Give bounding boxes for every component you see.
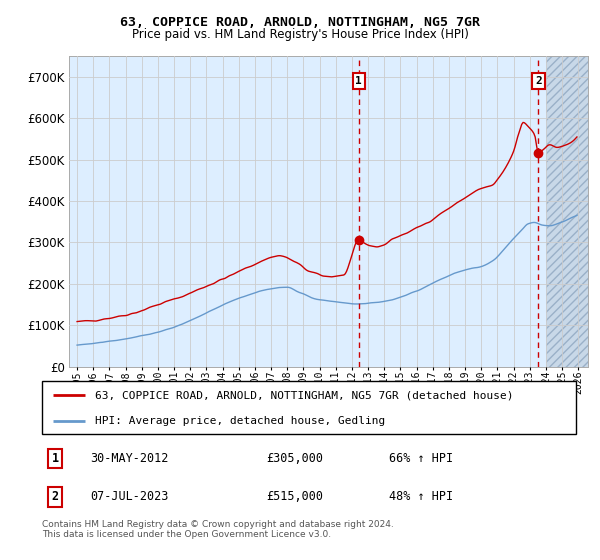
Text: 2: 2 (52, 491, 59, 503)
Text: 66% ↑ HPI: 66% ↑ HPI (389, 452, 453, 465)
Text: £515,000: £515,000 (266, 491, 323, 503)
Text: 63, COPPICE ROAD, ARNOLD, NOTTINGHAM, NG5 7GR: 63, COPPICE ROAD, ARNOLD, NOTTINGHAM, NG… (120, 16, 480, 29)
Text: Contains HM Land Registry data © Crown copyright and database right 2024.
This d: Contains HM Land Registry data © Crown c… (42, 520, 394, 539)
FancyBboxPatch shape (42, 381, 576, 434)
Bar (546, 56, 588, 367)
Text: 48% ↑ HPI: 48% ↑ HPI (389, 491, 453, 503)
Text: 63, COPPICE ROAD, ARNOLD, NOTTINGHAM, NG5 7GR (detached house): 63, COPPICE ROAD, ARNOLD, NOTTINGHAM, NG… (95, 390, 514, 400)
Text: HPI: Average price, detached house, Gedling: HPI: Average price, detached house, Gedl… (95, 416, 386, 426)
Text: 1: 1 (52, 452, 59, 465)
Text: 07-JUL-2023: 07-JUL-2023 (90, 491, 169, 503)
Text: £305,000: £305,000 (266, 452, 323, 465)
Text: 1: 1 (355, 76, 362, 86)
Text: Price paid vs. HM Land Registry's House Price Index (HPI): Price paid vs. HM Land Registry's House … (131, 28, 469, 41)
Text: 2: 2 (535, 76, 542, 86)
Text: 30-MAY-2012: 30-MAY-2012 (90, 452, 169, 465)
